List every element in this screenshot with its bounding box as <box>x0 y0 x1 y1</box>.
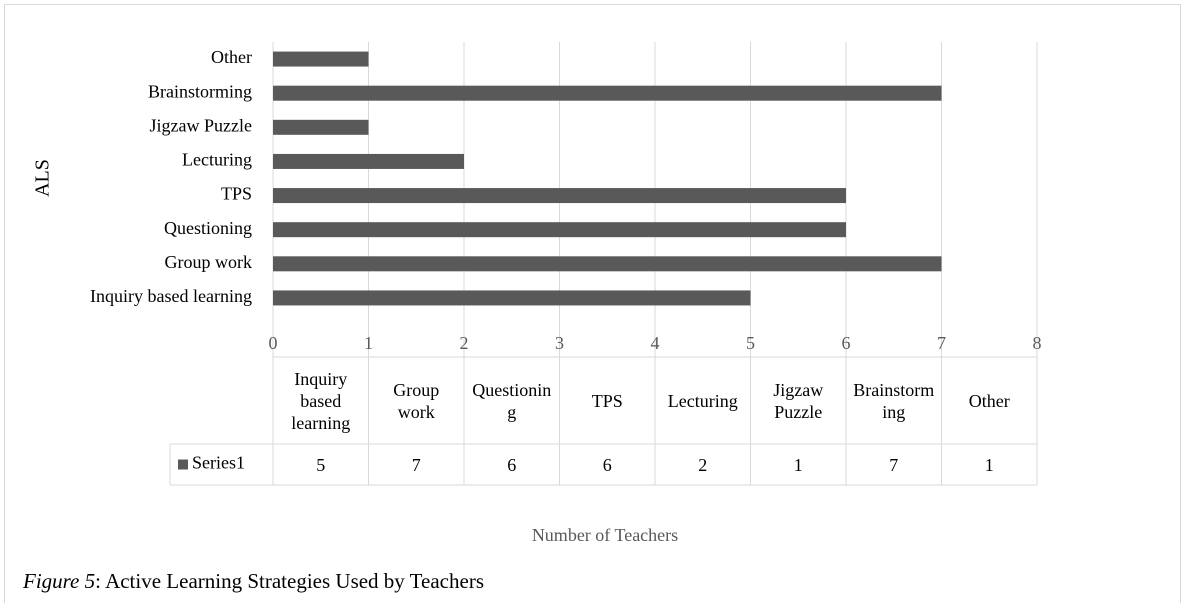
table-header-box: Lecturing <box>667 390 738 411</box>
table-header: Other <box>968 390 1010 411</box>
legend-label: Series1 <box>192 453 245 473</box>
table-value: 6 <box>602 454 612 475</box>
table-value-box: 6 <box>507 454 517 475</box>
x-tick-label: 0 <box>269 333 278 353</box>
caption: Figure 5: Active Learning Strategies Use… <box>22 569 484 593</box>
bar <box>273 51 369 67</box>
table-value-box: 6 <box>602 454 612 475</box>
x-tick-label: 1 <box>364 333 373 353</box>
x-tick-label: 2 <box>460 333 469 353</box>
table-header-box: Brainstorming <box>853 379 935 422</box>
table-header-box: Inquiry based learning <box>291 368 351 433</box>
table-header: Questioning <box>472 379 552 422</box>
table-value-box: 1 <box>793 454 803 475</box>
table-header-box: TPS <box>591 390 623 411</box>
table-value-box: 2 <box>698 454 708 475</box>
table-header: Brainstorming <box>853 379 935 422</box>
y-tick-label: Lecturing <box>182 150 252 170</box>
table-value-box: 7 <box>411 454 421 475</box>
caption-text: : Active Learning Strategies Used by Tea… <box>95 569 484 593</box>
bar <box>273 119 369 135</box>
table-header: Lecturing <box>667 390 738 411</box>
y-tick-label: Inquiry based learning <box>90 286 252 306</box>
bar <box>273 290 751 306</box>
table-value: 5 <box>316 454 326 475</box>
y-tick-label: TPS <box>221 184 252 204</box>
table-header: TPS <box>591 390 623 411</box>
table-value-box: 5 <box>316 454 326 475</box>
table-value-box: 7 <box>889 454 899 475</box>
table-value: 7 <box>889 454 899 475</box>
legend-swatch <box>178 459 188 470</box>
table-value-box: 1 <box>984 454 994 475</box>
table-header-box: Group work <box>393 379 440 422</box>
table-value: 2 <box>698 454 708 475</box>
x-tick-label: 3 <box>555 333 564 353</box>
table-header: Jigzaw Puzzle <box>773 379 824 422</box>
x-tick-label: 6 <box>842 333 851 353</box>
table-value: 1 <box>984 454 994 475</box>
table-header-box: Questioning <box>472 379 552 422</box>
x-tick-label: 7 <box>937 333 946 353</box>
x-tick-label: 4 <box>651 333 660 353</box>
bar <box>273 188 846 204</box>
table-value: 7 <box>411 454 421 475</box>
table-header-box: Other <box>968 390 1010 411</box>
bar <box>273 222 846 238</box>
table-header: Group work <box>393 379 440 422</box>
bar <box>273 85 942 101</box>
chart-border <box>4 4 1181 603</box>
y-tick-label: Group work <box>165 252 253 272</box>
x-tick-label: 5 <box>746 333 755 353</box>
y-tick-label: Jigzaw Puzzle <box>150 115 252 135</box>
bar <box>273 153 464 169</box>
y-tick-label: Questioning <box>164 218 252 238</box>
table-header-box: Jigzaw Puzzle <box>773 379 824 422</box>
y-tick-label: Other <box>211 47 252 67</box>
bar <box>273 256 942 272</box>
x-axis-label: Number of Teachers <box>532 525 678 545</box>
y-tick-label: Brainstorming <box>148 81 252 101</box>
table-header: Inquiry based learning <box>291 368 351 433</box>
x-tick-label: 8 <box>1033 333 1042 353</box>
y-axis-label: ALS <box>32 159 54 197</box>
table-value: 6 <box>507 454 517 475</box>
table-value: 1 <box>793 454 803 475</box>
caption-label: Figure 5 <box>22 569 95 593</box>
